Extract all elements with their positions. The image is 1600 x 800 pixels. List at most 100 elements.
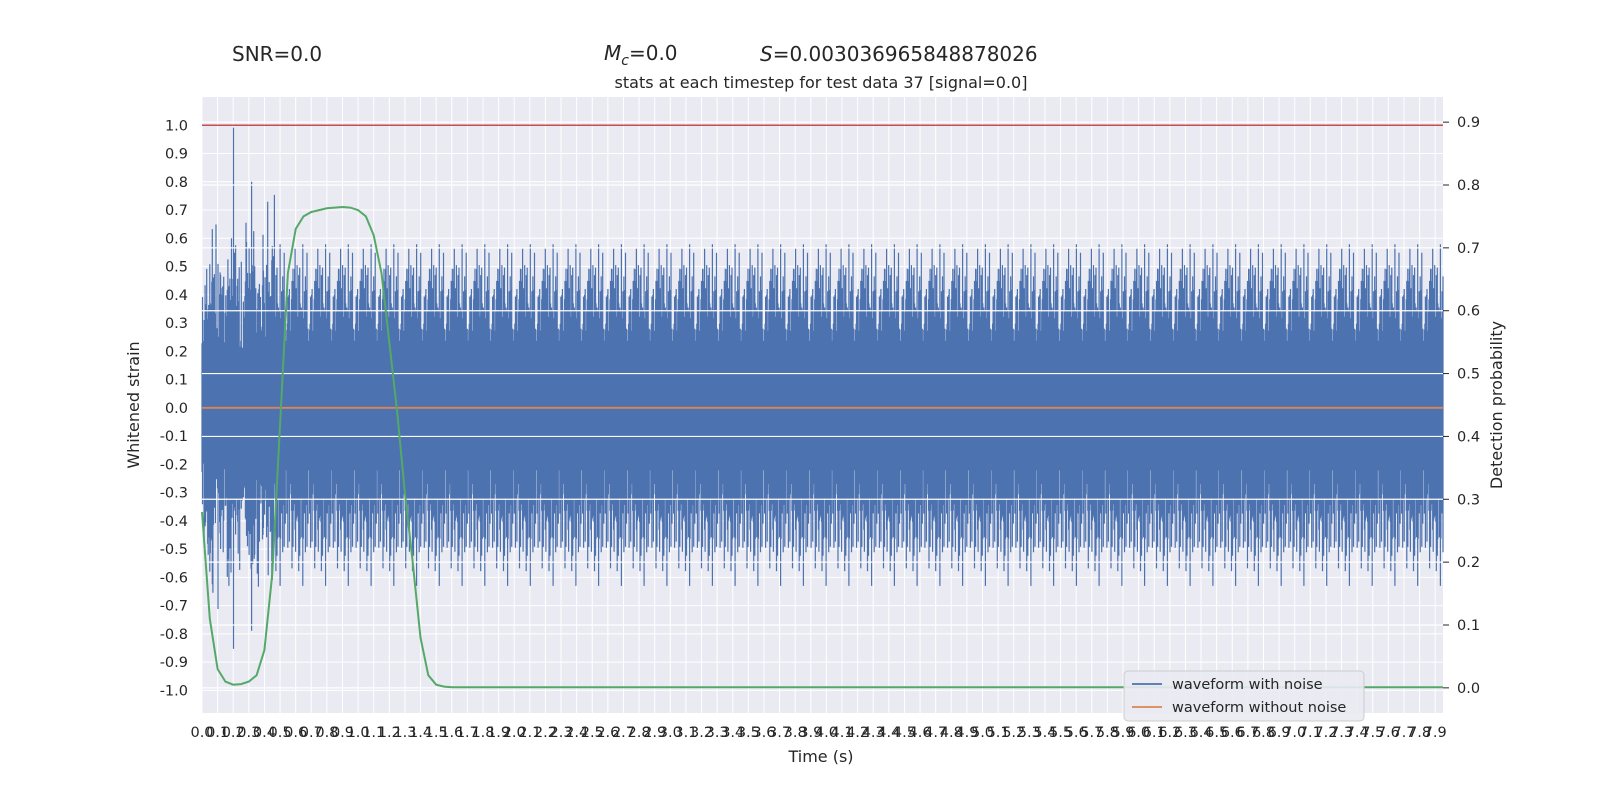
y-tick-label: -0.9 xyxy=(160,655,188,671)
x-tick-label: 1.9 xyxy=(487,725,510,741)
y-tick-label: -0.3 xyxy=(160,486,188,502)
x-tick-label: 7.7 xyxy=(1392,725,1415,741)
x-tick-label: 5.0 xyxy=(971,725,994,741)
y-tick-label: -1.0 xyxy=(160,683,188,699)
x-tick-label: 2.7 xyxy=(612,725,635,741)
x-tick-label: 4.3 xyxy=(862,725,885,741)
x-tick-label: 3.9 xyxy=(799,725,822,741)
right-axis-ticks: 0.0 0.1 0.2 0.3 0.4 0.5 0.6 0.7 0.8 0.9 xyxy=(1443,115,1480,697)
series-detection-probability xyxy=(201,205,1443,689)
x-tick-label: 1.2 xyxy=(378,725,401,741)
x-tick-label: 5.5 xyxy=(1049,725,1072,741)
x-tick-label: 4.0 xyxy=(815,725,838,741)
y-tick-label: 0.4 xyxy=(165,288,188,304)
x-tick-label: 0.7 xyxy=(300,725,323,741)
right-tick-label: 0.0 xyxy=(1457,681,1480,697)
x-tick-label: 4.1 xyxy=(830,725,853,741)
x-tick-label: 5.3 xyxy=(1018,725,1041,741)
x-tick-label: 0.4 xyxy=(253,725,276,741)
x-tick-label: 3.8 xyxy=(784,725,807,741)
x-tick-label: 4.7 xyxy=(924,725,947,741)
x-tick-label: 4.6 xyxy=(909,725,932,741)
x-tick-label: 4.4 xyxy=(877,725,900,741)
y-tick-label: -0.2 xyxy=(160,457,188,473)
snr-label: SNR=0.0 xyxy=(232,42,322,66)
x-tick-label: 0.5 xyxy=(269,725,292,741)
y-tick-label: -0.1 xyxy=(160,429,188,445)
x-tick-label: 4.8 xyxy=(940,725,963,741)
x-tick-label: 1.0 xyxy=(347,725,370,741)
x-tick-label: 5.9 xyxy=(1111,725,1134,741)
y-tick-label: -0.6 xyxy=(160,570,188,586)
series-lines xyxy=(202,124,1443,409)
right-tick-label: 0.6 xyxy=(1457,304,1480,320)
x-tick-label: 0.3 xyxy=(237,725,260,741)
x-tick-label: 3.0 xyxy=(659,725,682,741)
x-tick-label: 4.5 xyxy=(893,725,916,741)
x-tick-label: 7.2 xyxy=(1314,725,1337,741)
x-tick-label: 2.5 xyxy=(581,725,604,741)
right-tick-label: 0.3 xyxy=(1457,492,1480,508)
x-tick-label: 5.2 xyxy=(1002,725,1025,741)
x-tick-label: 1.7 xyxy=(456,725,479,741)
x-tick-label: 1.4 xyxy=(409,725,432,741)
x-tick-label: 5.6 xyxy=(1065,725,1088,741)
legend: waveform with noise waveform without noi… xyxy=(1123,670,1365,722)
y-axis-label: Whitened strain xyxy=(124,341,143,468)
y-tick-label: -0.4 xyxy=(160,514,188,530)
x-tick-label: 7.1 xyxy=(1299,725,1322,741)
x-tick-label: 3.4 xyxy=(721,725,744,741)
s-statistic-label: S=0.003036965848878026 xyxy=(760,42,1038,66)
x-tick-label: 1.3 xyxy=(393,725,416,741)
right-tick-label: 0.1 xyxy=(1457,618,1480,634)
x-tick-label: 3.2 xyxy=(690,725,713,741)
x-tick-label: 3.5 xyxy=(737,725,760,741)
y-tick-label: 0.0 xyxy=(165,401,188,417)
x-tick-label: 7.4 xyxy=(1346,725,1369,741)
x-tick-label: 7.6 xyxy=(1377,725,1400,741)
right-y-axis-label: Detection probability xyxy=(1487,321,1506,489)
x-tick-label: 6.3 xyxy=(1174,725,1197,741)
x-tick-label: 7.8 xyxy=(1408,725,1431,741)
x-tick-label: 5.8 xyxy=(1096,725,1119,741)
x-tick-label: 2.8 xyxy=(628,725,651,741)
x-tick-label: 6.0 xyxy=(1127,725,1150,741)
x-axis-ticks: 0.00.10.20.30.40.50.60.70.80.91.01.11.21… xyxy=(190,725,1446,741)
x-tick-label: 0.6 xyxy=(284,725,307,741)
x-tick-label: 2.1 xyxy=(518,725,541,741)
x-tick-label: 6.5 xyxy=(1205,725,1228,741)
x-tick-label: 7.5 xyxy=(1361,725,1384,741)
x-tick-label: 1.6 xyxy=(440,725,463,741)
right-tick-label: 0.5 xyxy=(1457,367,1480,383)
x-tick-label: 2.2 xyxy=(534,725,557,741)
x-tick-label: 4.2 xyxy=(846,725,869,741)
x-tick-label: 2.6 xyxy=(596,725,619,741)
y-tick-label: 0.5 xyxy=(165,260,188,276)
x-tick-label: 5.4 xyxy=(1033,725,1056,741)
y-tick-label: 0.7 xyxy=(165,203,188,219)
y-tick-label: -0.5 xyxy=(160,542,188,558)
right-tick-label: 0.4 xyxy=(1457,429,1480,445)
x-axis-label: Time (s) xyxy=(787,747,853,766)
legend-box xyxy=(1123,670,1365,722)
y-tick-label: -0.8 xyxy=(160,627,188,643)
x-tick-label: 3.7 xyxy=(768,725,791,741)
x-tick-label: 2.3 xyxy=(550,725,573,741)
x-tick-label: 0.2 xyxy=(222,725,245,741)
right-tick-label: 0.8 xyxy=(1457,178,1480,194)
y-tick-label: 0.2 xyxy=(165,344,188,360)
x-tick-label: 3.1 xyxy=(674,725,697,741)
y-tick-label: 0.8 xyxy=(165,175,188,191)
x-tick-label: 6.4 xyxy=(1190,725,1213,741)
x-tick-label: 3.6 xyxy=(752,725,775,741)
x-tick-label: 6.7 xyxy=(1236,725,1259,741)
y-tick-label: -0.7 xyxy=(160,599,188,615)
x-tick-label: 6.1 xyxy=(1143,725,1166,741)
x-tick-label: 1.1 xyxy=(362,725,385,741)
chart-title: stats at each timestep for test data 37 … xyxy=(615,73,1028,92)
x-tick-label: 1.5 xyxy=(425,725,448,741)
x-tick-label: 2.9 xyxy=(643,725,666,741)
x-tick-label: 6.2 xyxy=(1158,725,1181,741)
y-tick-label: 1.0 xyxy=(165,118,188,134)
